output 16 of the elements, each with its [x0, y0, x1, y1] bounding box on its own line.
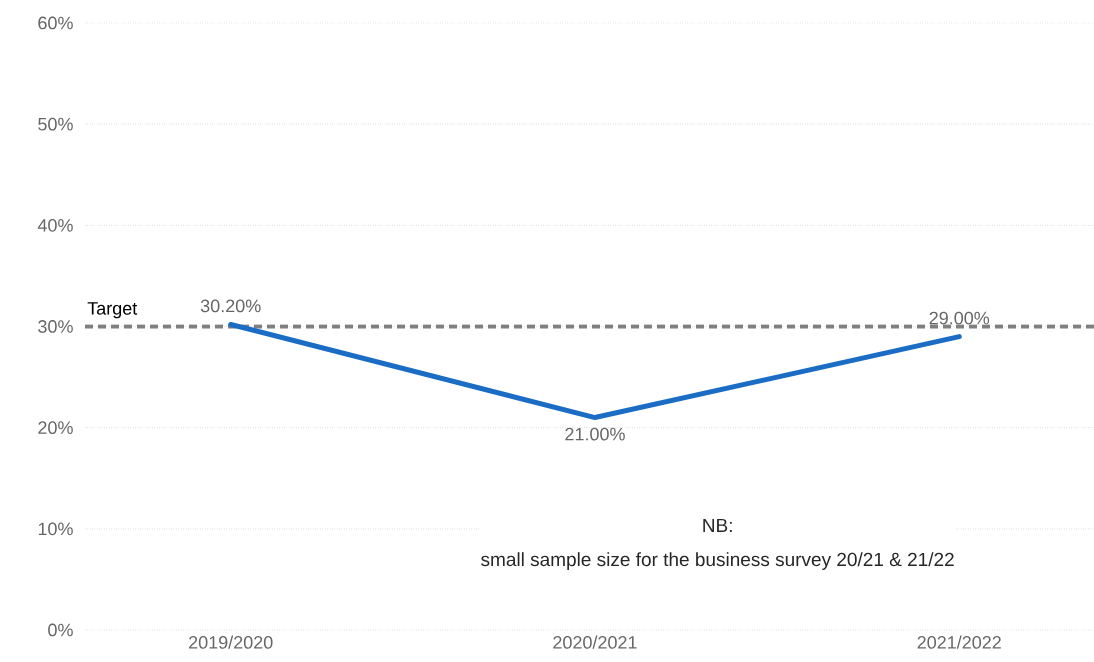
y-tick-label: 30%: [38, 320, 73, 333]
data-label: 29.00%: [929, 311, 990, 325]
y-tick-label: 40%: [37, 218, 73, 232]
annotation: small sample size for the business survey 20/21 & 21/22: [481, 552, 954, 570]
x-tick-label: 2019/2020: [189, 635, 273, 649]
y-tick-label: 0%: [48, 623, 73, 637]
y-tick-label: 60%: [38, 16, 73, 30]
annotation: NB:: [703, 518, 732, 532]
y-tick-label: 20%: [38, 421, 73, 435]
x-tick-label: 2021/2022: [917, 635, 1001, 649]
data-label: 21.00%: [565, 427, 625, 441]
y-tick-label: 10%: [38, 522, 73, 536]
ref-line-label: Target: [87, 302, 138, 319]
data-label: 30.20%: [200, 299, 261, 313]
x-tick-label: 2020/2021: [553, 635, 637, 649]
y-tick-label: 50%: [38, 117, 73, 131]
